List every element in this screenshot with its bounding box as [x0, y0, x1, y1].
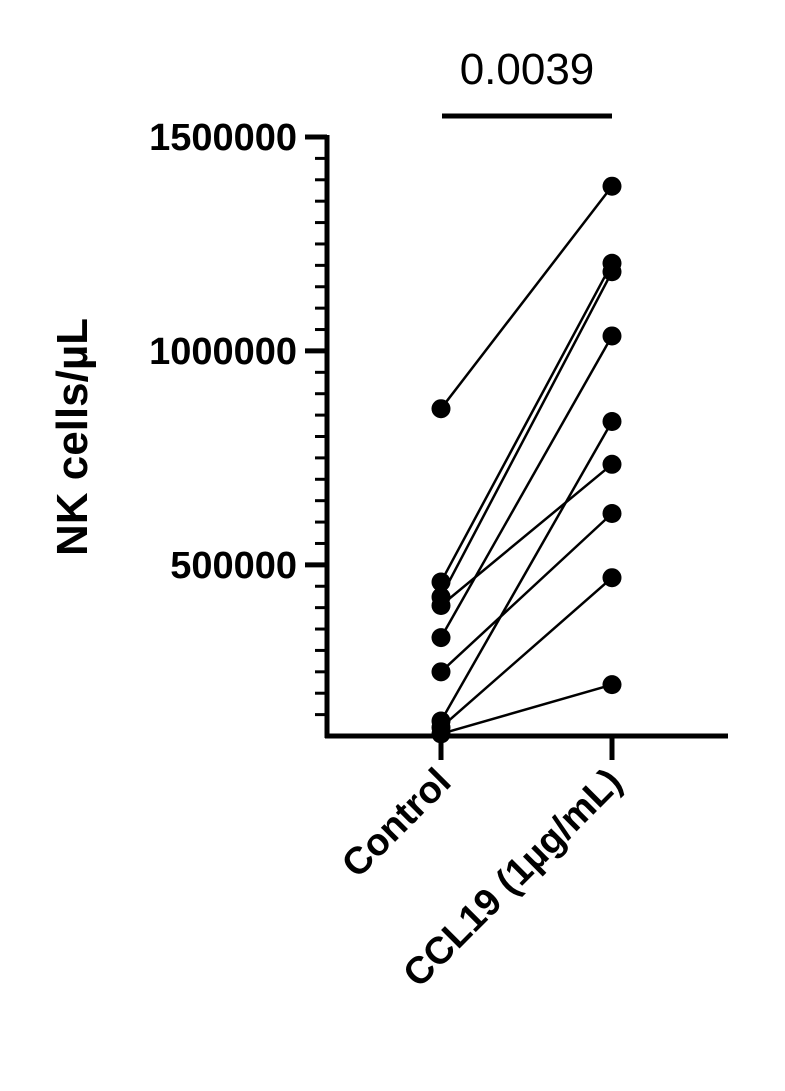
- pair-line: [440, 512, 613, 673]
- pair-line: [439, 271, 614, 598]
- control-point: [431, 399, 451, 419]
- pair-line: [440, 185, 613, 410]
- ccl19-point: [602, 504, 622, 524]
- control-point: [431, 724, 451, 744]
- ccl19-point: [602, 262, 622, 282]
- pair-line: [440, 683, 613, 736]
- control-point: [431, 596, 451, 616]
- ccl19-point: [602, 675, 622, 695]
- p-value-label: 0.0039: [460, 45, 595, 94]
- ccl19-point: [602, 454, 622, 474]
- ccl19-point: [602, 412, 622, 432]
- control-point: [431, 572, 451, 592]
- control-point: [431, 628, 451, 648]
- pair-line: [439, 420, 614, 722]
- pair-line: [439, 335, 614, 639]
- pair-line: [440, 463, 613, 607]
- pair-line: [439, 262, 614, 583]
- y-tick-label: 500000: [170, 545, 297, 587]
- axes: [305, 134, 728, 760]
- y-tick-label: 1000000: [149, 331, 297, 373]
- ccl19-point: [602, 176, 622, 196]
- y-tick-label: 1500000: [149, 117, 297, 159]
- ccl19-point: [602, 568, 622, 588]
- x-tick-label: Control: [334, 761, 459, 886]
- y-axis-title: NK cells/µL: [48, 318, 97, 556]
- series-group: [431, 176, 622, 744]
- control-point: [431, 662, 451, 682]
- ccl19-point: [602, 326, 622, 346]
- pair-line: [440, 576, 613, 729]
